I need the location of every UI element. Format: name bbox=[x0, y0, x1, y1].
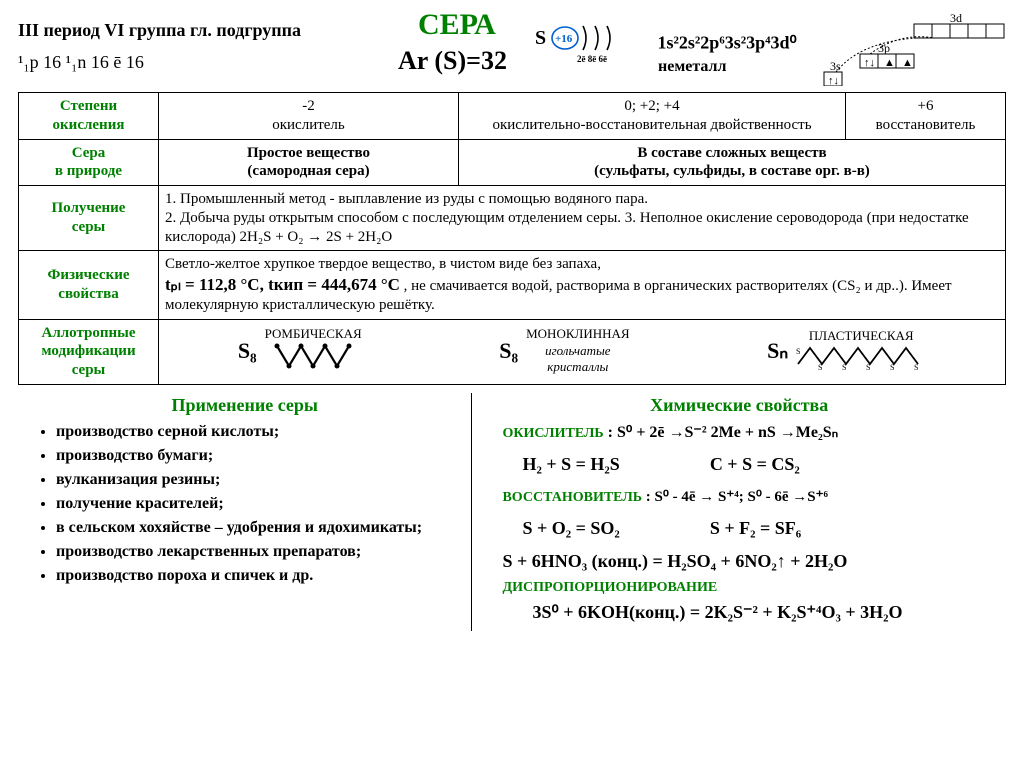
svg-text:▲: ▲ bbox=[902, 57, 913, 69]
rhombic-icon bbox=[273, 342, 353, 372]
title: СЕРА bbox=[418, 8, 496, 42]
oxstate-c3: +6 восстановитель bbox=[846, 93, 1006, 140]
header: СЕРА III период VI группа гл. подгруппа … bbox=[18, 8, 1006, 90]
svg-text:▲: ▲ bbox=[884, 57, 895, 69]
allo-rhombic: S₈ РОМБИЧЕСКАЯ bbox=[238, 326, 362, 377]
svg-text:S: S bbox=[914, 363, 918, 370]
list-item: производство бумаги; bbox=[56, 446, 461, 466]
prep-text: 1. Промышленный метод - выплавление из р… bbox=[159, 186, 1006, 251]
period-line: III период VI группа гл. подгруппа bbox=[18, 20, 301, 41]
plastic-formula: Sₙ bbox=[767, 337, 788, 365]
phys-b: tₚₗ = 112,8 °С, tкип = 444,674 °С bbox=[165, 275, 400, 294]
list-item: получение красителей; bbox=[56, 494, 461, 514]
list-item: производство лекарственных препаратов; bbox=[56, 542, 461, 562]
svg-text:S: S bbox=[535, 27, 546, 49]
uses-title: Применение серы bbox=[28, 395, 461, 416]
disp-label: ДИСПРОПОРЦИОНИРОВАНИЕ bbox=[502, 580, 996, 596]
oxid-label: ОКИСЛИТЕЛЬ bbox=[502, 426, 603, 441]
allo-monoclinic: S₈ МОНОКЛИННАЯ игольчатые кристаллы bbox=[499, 326, 629, 375]
monoclinic-formula: S₈ bbox=[499, 337, 518, 365]
svg-text:2ē 8ē 6ē: 2ē 8ē 6ē bbox=[577, 54, 607, 64]
eq-koh: 3S⁰ + 6KOH(конц.) = 2K₂S⁻² + K₂S⁺⁴O₃ + 3… bbox=[532, 602, 996, 623]
svg-text:↑↓: ↑↓ bbox=[828, 75, 839, 86]
oxid-eq: : S⁰ + 2ē →S⁻² 2Me + nS →Me₂Sₙ bbox=[608, 424, 838, 441]
row-oxstate-label: Степени окисления bbox=[19, 93, 159, 140]
svg-text:S: S bbox=[890, 363, 894, 370]
svg-text:3d: 3d bbox=[950, 12, 962, 25]
red-eq: : S⁰ - 4ē → S⁺⁴; S⁰ - 6ē →S⁺⁶ bbox=[646, 489, 828, 505]
eq-h2s: H₂ + S = H₂S bbox=[522, 454, 619, 475]
row-prep-label: Получение серы bbox=[19, 186, 159, 251]
allo-cell: S₈ РОМБИЧЕСКАЯ S₈ МОНОКЛИННАЯ иг bbox=[159, 319, 1006, 384]
econf-text: 1s²2s²2p⁶3s²3p⁴3d⁰ bbox=[658, 33, 797, 53]
oxstate-c2: 0; +2; +4 окислительно-восстановительная… bbox=[459, 93, 846, 140]
svg-text:3s: 3s bbox=[830, 59, 841, 73]
list-item: производство пороха и спичек и др. bbox=[56, 566, 461, 586]
svg-text:+16: +16 bbox=[555, 33, 573, 45]
pn-line: ¹₁p 16 ¹₁n 16 ē 16 bbox=[18, 52, 144, 73]
orbital-diagram-icon: 3s ↑↓ 3p ↑↓ ▲ ▲ 3d bbox=[820, 12, 1010, 86]
svg-text:S: S bbox=[796, 347, 800, 356]
row-allo-label: Аллотропные модификации серы bbox=[19, 319, 159, 384]
atom-diagram-icon: S +16 2ē 8ē 6ē bbox=[533, 20, 653, 69]
svg-text:S: S bbox=[866, 363, 870, 370]
chem-title: Химические свойства bbox=[482, 395, 996, 416]
plastic-icon: S S S S S S bbox=[796, 344, 926, 370]
row-phys-label: Физические свойства bbox=[19, 251, 159, 319]
svg-text:↑↓: ↑↓ bbox=[864, 57, 875, 69]
plastic-label: ПЛАСТИЧЕСКАЯ bbox=[796, 328, 926, 344]
chem-column: Химические свойства ОКИСЛИТЕЛЬ : S⁰ + 2ē… bbox=[472, 393, 1006, 631]
monoclinic-label: МОНОКЛИННАЯ bbox=[526, 326, 629, 342]
list-item: в сельском хохяйстве – удобрения и ядохи… bbox=[56, 518, 461, 538]
svg-text:S: S bbox=[842, 363, 846, 370]
phys-a: Светло-желтое хрупкое твердое вещество, … bbox=[165, 256, 601, 272]
nonmetal-label: неметалл bbox=[658, 58, 726, 76]
uses-column: Применение серы производство серной кисл… bbox=[18, 393, 472, 631]
phys-cell: Светло-желтое хрупкое твердое вещество, … bbox=[159, 251, 1006, 319]
red-label: ВОССТАНОВИТЕЛЬ bbox=[502, 490, 642, 505]
eq-so2: S + O₂ = SO₂ bbox=[522, 518, 619, 539]
properties-table: Степени окисления -2 окислитель 0; +2; +… bbox=[18, 92, 1006, 385]
eq-sf6: S + F₂ = SF₆ bbox=[710, 518, 801, 539]
list-item: производство серной кислоты; bbox=[56, 422, 461, 442]
nature-c1: Простое вещество (самородная сера) bbox=[159, 139, 459, 186]
rhombic-label: РОМБИЧЕСКАЯ bbox=[265, 326, 362, 342]
uses-list: производство серной кислоты; производств… bbox=[28, 422, 461, 586]
svg-text:S: S bbox=[818, 363, 822, 370]
allo-plastic: Sₙ ПЛАСТИЧЕСКАЯ S S S S S S bbox=[767, 328, 926, 375]
atomic-mass: Ar (S)=32 bbox=[398, 46, 507, 76]
oxstate-c1: -2 окислитель bbox=[159, 93, 459, 140]
eq-hno3: S + 6HNO₃ (конц.) = H₂SO₄ + 6NO₂↑ + 2H₂O bbox=[502, 551, 996, 572]
rhombic-formula: S₈ bbox=[238, 337, 257, 365]
nature-c2: В составе сложных веществ (сульфаты, сул… bbox=[459, 139, 1006, 186]
bottom-columns: Применение серы производство серной кисл… bbox=[18, 393, 1006, 631]
list-item: вулканизация резины; bbox=[56, 470, 461, 490]
eq-cs2: C + S = CS₂ bbox=[710, 454, 800, 475]
row-nature-label: Сера в природе bbox=[19, 139, 159, 186]
monoclinic-sub: игольчатые кристаллы bbox=[526, 343, 629, 376]
